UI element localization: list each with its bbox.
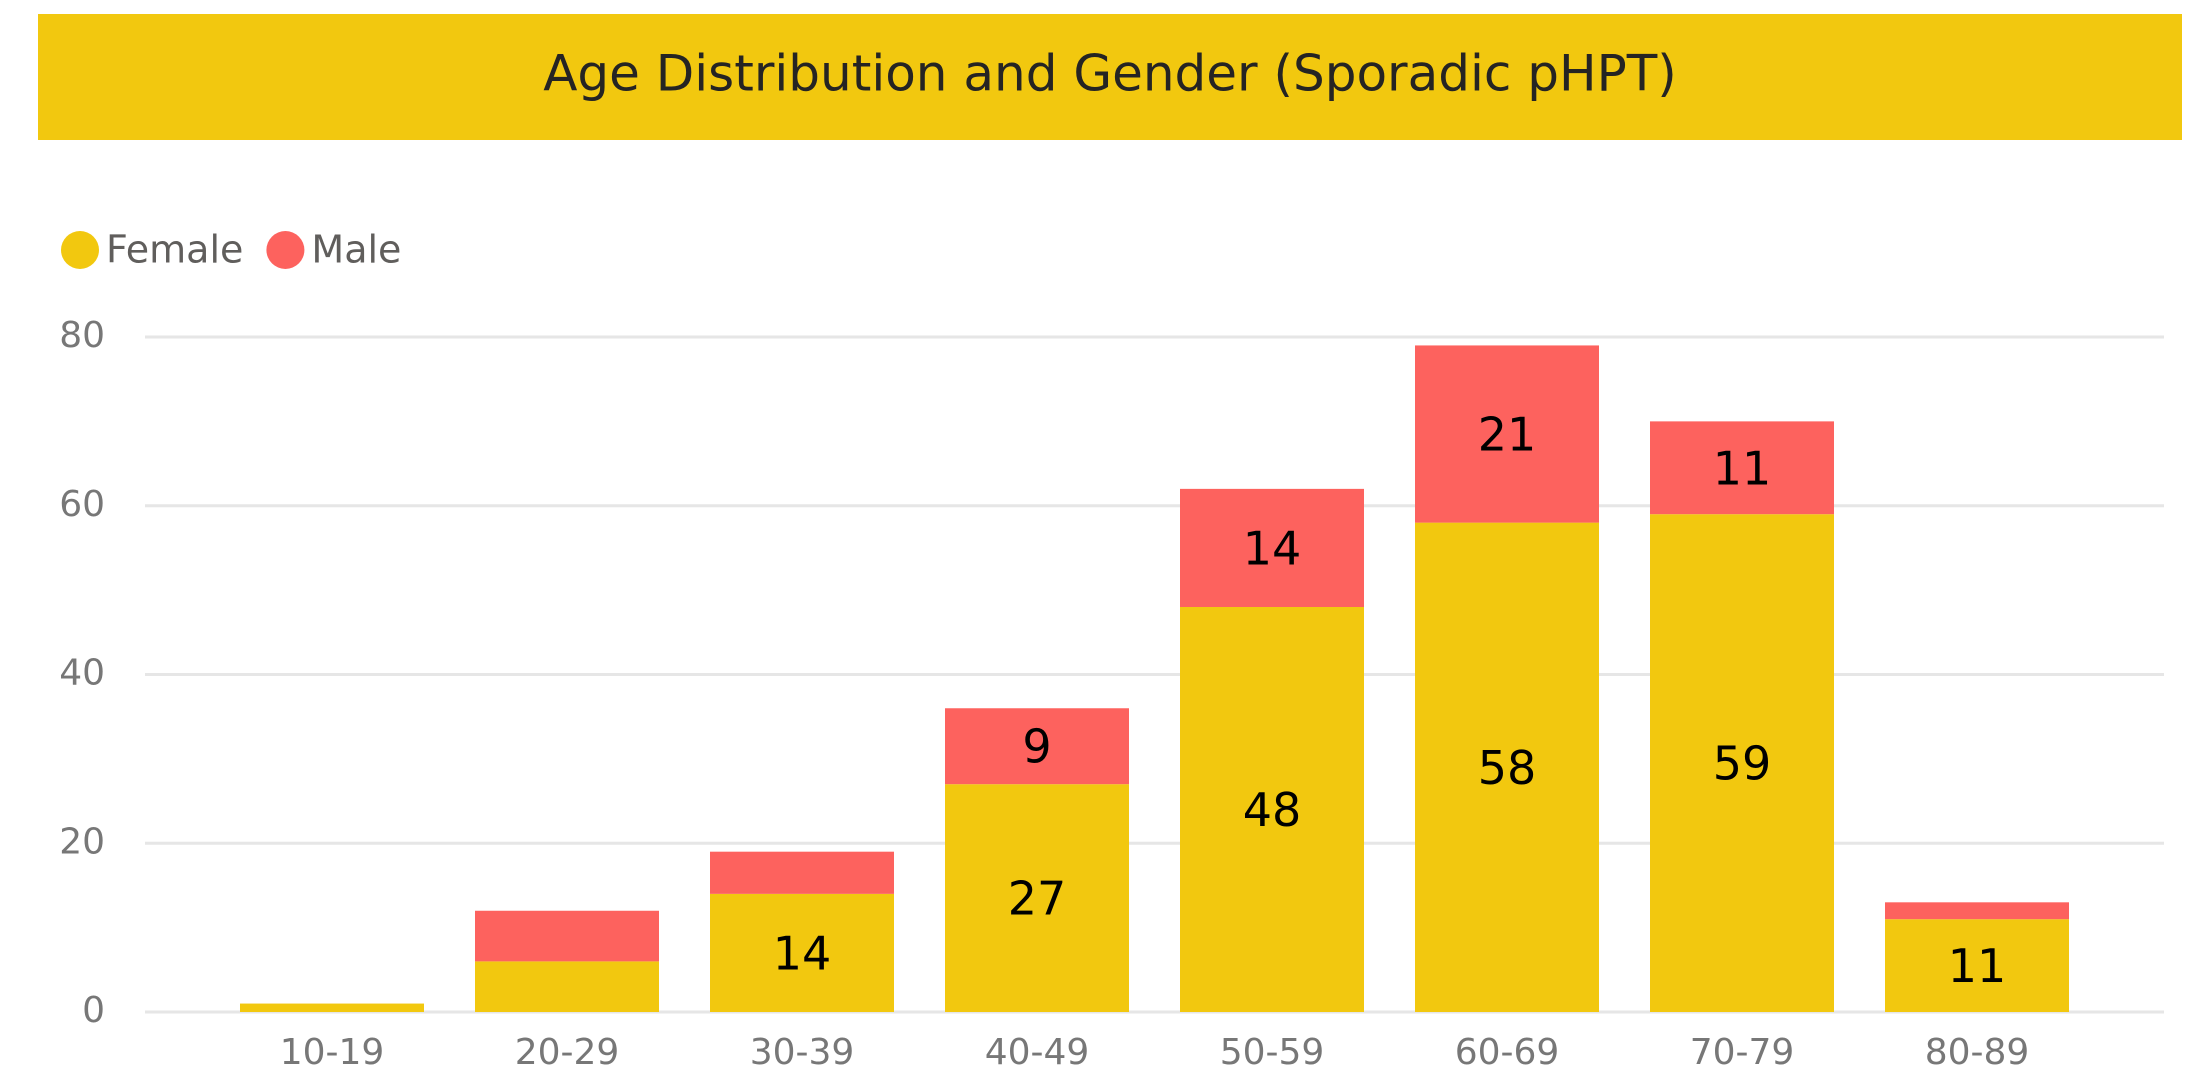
- data-label: 14: [773, 926, 832, 980]
- legend-label: Female: [106, 228, 243, 272]
- bar-segment: [945, 784, 1129, 1012]
- bar-segment: [1180, 607, 1364, 1012]
- data-label: 9: [1022, 720, 1051, 774]
- y-tick-label: 0: [82, 990, 105, 1031]
- x-tick-label: 70-79: [1690, 1032, 1795, 1073]
- data-label: 27: [1008, 872, 1067, 926]
- bar-segment: [710, 893, 894, 1012]
- bar-segment: [1415, 522, 1599, 1012]
- data-label: 59: [1713, 737, 1772, 791]
- y-tick-label: 40: [59, 653, 105, 694]
- data-label: 11: [1713, 441, 1772, 495]
- x-tick-label: 10-19: [280, 1032, 385, 1073]
- data-label: 11: [1948, 939, 2007, 993]
- bar-segment: [475, 961, 659, 1012]
- legend-marker: [266, 231, 305, 269]
- bar-segment: [240, 1003, 424, 1012]
- y-tick-label: 60: [59, 484, 105, 525]
- data-label: 58: [1478, 741, 1537, 795]
- chart-title: Age Distribution and Gender (Sporadic pH…: [543, 45, 1677, 103]
- x-tick-label: 50-59: [1220, 1032, 1325, 1073]
- bar-segment: [1885, 902, 2069, 920]
- data-label: 21: [1478, 408, 1537, 462]
- bar-segment: [710, 851, 894, 894]
- bar-segment: [475, 910, 659, 962]
- x-tick-label: 80-89: [1925, 1032, 2030, 1073]
- y-tick-label: 80: [59, 315, 105, 356]
- x-tick-label: 20-29: [515, 1032, 620, 1073]
- data-label: 14: [1243, 521, 1302, 575]
- bar-segment: [1650, 421, 1834, 515]
- bar-segment: [945, 708, 1129, 785]
- bar-segment: [1180, 488, 1364, 607]
- bar-segment: [1650, 514, 1834, 1012]
- title-banner: [38, 14, 2182, 140]
- x-tick-label: 60-69: [1455, 1032, 1560, 1073]
- legend-marker: [61, 231, 99, 269]
- legend-label: Male: [311, 228, 401, 272]
- x-tick-label: 30-39: [750, 1032, 855, 1073]
- bar-segment: [1415, 345, 1599, 523]
- x-tick-label: 40-49: [985, 1032, 1090, 1073]
- data-label: 48: [1243, 783, 1302, 837]
- bar-segment: [1885, 919, 2069, 1012]
- y-tick-label: 20: [59, 821, 105, 862]
